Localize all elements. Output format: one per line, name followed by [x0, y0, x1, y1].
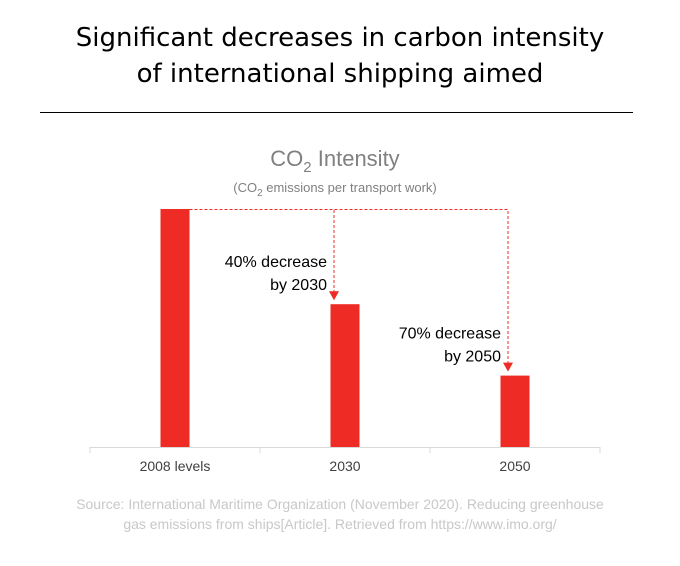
chart-subtitle: (CO2 emissions per transport work)	[233, 180, 437, 199]
bar-2008-levels	[160, 209, 190, 447]
page-title: Significant decreases in carbon intensit…	[0, 20, 680, 92]
bar-2050	[500, 375, 530, 447]
chart-subtitle-rest: emissions per transport work)	[263, 180, 437, 195]
chart-title-rest: Intensity	[312, 146, 400, 171]
chart-marks: 2008 levels 2030 2050 40% decrease by 2030 70…	[89, 209, 601, 474]
decrease-arrow-head	[503, 362, 513, 372]
decrease-annotation-label: 70% decrease	[399, 326, 501, 343]
chart-title-subscript: 2	[303, 159, 311, 176]
source-note: Source: International Maritime Organizat…	[0, 494, 680, 534]
decrease-annotation-label: by 2030	[270, 277, 327, 294]
x-tick-label: 2030	[329, 458, 360, 474]
x-tick-label: 2008 levels	[140, 458, 211, 474]
decrease-arrow-head	[329, 291, 339, 301]
decrease-annotation-label: 40% decrease	[225, 254, 327, 271]
chart-subtitle-subscript: 2	[257, 188, 263, 199]
chart-title: CO2 Intensity	[270, 146, 399, 176]
chart-title-main: CO	[270, 146, 303, 171]
chart-subtitle-open: (CO	[233, 180, 257, 195]
source-line-2: gas emissions from ships[Article]. Retri…	[123, 516, 557, 532]
title-divider	[40, 112, 633, 113]
source-line-1: Source: International Maritime Organizat…	[76, 496, 604, 512]
decrease-annotation-label: by 2050	[444, 349, 501, 366]
x-tick-label: 2050	[499, 458, 530, 474]
page-title-line-2: of international shipping aimed	[136, 59, 544, 89]
bar-2030	[330, 304, 360, 447]
decrease-arrow-line	[189, 209, 509, 364]
page-title-line-1: Significant decreases in carbon intensit…	[75, 23, 605, 53]
